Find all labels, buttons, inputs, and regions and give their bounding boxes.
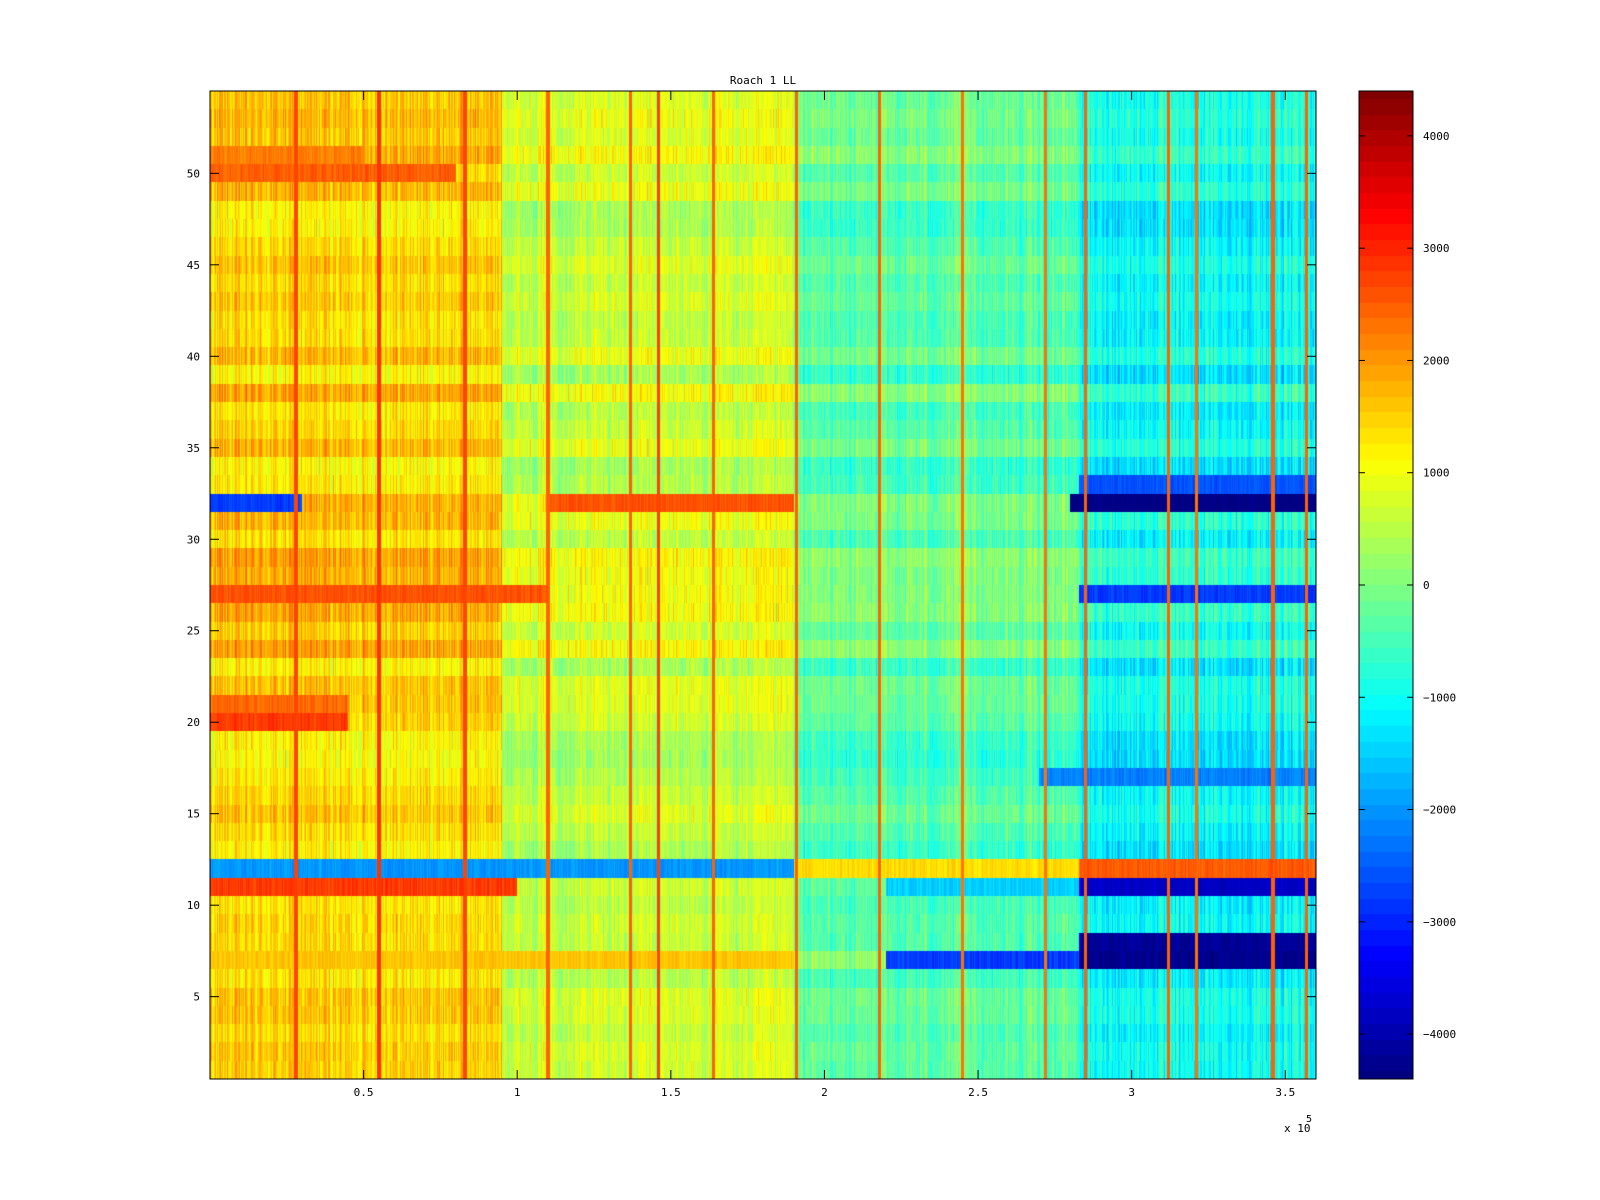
y-tick-label: 25 [187,625,200,638]
colorbar-tick-label: 3000 [1423,242,1450,255]
plot-frame [209,90,1317,1080]
colorbar-tick-label: −2000 [1423,804,1456,817]
colorbar-tick-label: −1000 [1423,691,1456,704]
y-tick-label: 50 [187,167,200,180]
colorbar-tick-label: 4000 [1423,130,1450,143]
y-tick-label: 20 [187,716,200,729]
y-tick-label: 45 [187,259,200,272]
x-exponent-power: 5 [1306,1114,1312,1125]
y-tick-label: 30 [187,533,200,546]
y-tick-label: 15 [187,808,200,821]
y-tick-label: 10 [187,899,200,912]
colorbar-tick-label: 0 [1423,579,1430,592]
chart-title: Roach 1 LL [730,74,797,87]
x-tick-label: 1.5 [661,1086,681,1099]
x-axis: 0.5 1 1.5 2 2.5 3 3.5 [354,91,1295,1099]
x-tick-label: 2.5 [968,1086,988,1099]
colorbar-frame [1358,90,1414,1080]
x-tick-label: 3.5 [1275,1086,1295,1099]
x-tick-label: 0.5 [354,1086,374,1099]
x-tick-label: 3 [1128,1086,1135,1099]
x-exponent-label: x 10 [1284,1122,1311,1135]
colorbar-tick-label: −3000 [1423,916,1456,929]
y-tick-label: 35 [187,442,200,455]
x-tick-label: 1 [514,1086,521,1099]
colorbar-axis: 4000 3000 2000 1000 0 −1000 −2000 −3000 −4000 [1359,130,1456,1041]
x-tick-label: 2 [821,1086,828,1099]
colorbar-tick-label: −4000 [1423,1028,1456,1041]
colorbar-tick-label: 2000 [1423,354,1450,367]
colorbar-gradient [1359,91,1413,1079]
y-axis: 5 10 15 20 25 30 35 40 45 50 [187,167,1316,1004]
y-tick-label: 5 [193,991,200,1004]
colorbar-tick-label: 1000 [1423,467,1450,480]
heatmap-image [210,91,1316,1079]
y-tick-label: 40 [187,350,200,363]
